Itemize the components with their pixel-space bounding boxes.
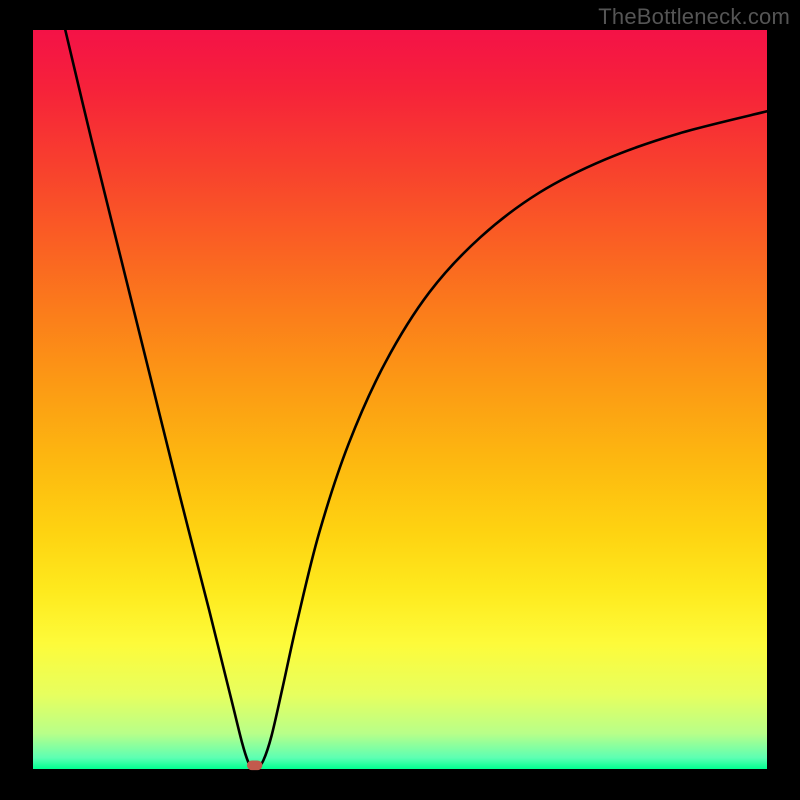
bottleneck-chart: TheBottleneck.com	[0, 0, 800, 800]
chart-canvas	[0, 0, 800, 800]
optimal-point-marker	[247, 761, 262, 771]
watermark-text: TheBottleneck.com	[598, 4, 790, 30]
